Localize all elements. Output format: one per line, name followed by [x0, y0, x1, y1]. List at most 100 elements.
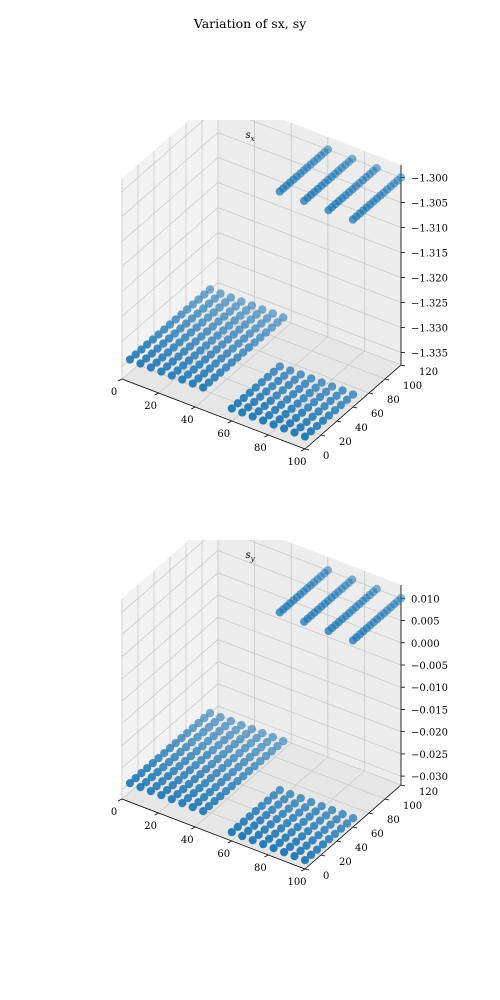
scatter-point	[219, 312, 229, 321]
scatter-point	[299, 196, 309, 206]
scatter-point	[239, 817, 249, 826]
z-tick-label: −0.005	[411, 661, 448, 672]
scatter-point	[276, 824, 286, 833]
scatter-point	[258, 839, 268, 849]
scatter-point	[239, 757, 249, 767]
scatter-point	[188, 300, 198, 309]
scatter-point	[214, 740, 223, 750]
x-tick-mark	[154, 812, 159, 816]
scatter-point	[188, 802, 197, 812]
scatter-point	[142, 763, 152, 773]
scatter-point	[260, 401, 269, 411]
scatter-point	[226, 716, 236, 726]
scatter-series	[125, 145, 406, 441]
scatter-point	[256, 756, 265, 766]
scatter-point	[159, 339, 168, 348]
scatter-point	[231, 725, 240, 735]
scatter-point	[252, 733, 261, 743]
scatter-point	[227, 827, 237, 837]
y-tick-label: 40	[355, 843, 368, 854]
scatter-point	[164, 334, 174, 343]
x-tick-mark	[117, 798, 123, 802]
scatter-point	[204, 299, 214, 308]
scatter-point	[270, 405, 280, 415]
scatter-point	[224, 321, 234, 330]
scatter-point	[264, 411, 274, 420]
scatter-point	[189, 788, 198, 798]
scatter-point	[318, 416, 328, 425]
y-tick-label: 60	[371, 409, 384, 420]
scatter-point	[257, 801, 267, 811]
y-tick-mark	[352, 826, 358, 829]
scatter-point	[200, 778, 210, 788]
scatter-point	[185, 765, 195, 775]
scatter-point	[209, 308, 219, 317]
scatter-point	[147, 772, 157, 782]
scatter-point	[199, 792, 209, 802]
scatter-point	[181, 742, 191, 752]
scatter-point	[179, 784, 188, 794]
scatter-point	[250, 821, 259, 830]
scatter-point	[188, 379, 197, 388]
y-tick-mark	[336, 420, 342, 423]
scatter-point	[282, 395, 292, 404]
x-tick-mark	[191, 826, 196, 830]
scatter-point	[235, 748, 244, 758]
scatter-point	[273, 741, 282, 751]
scatter-point	[227, 358, 237, 367]
scatter-point	[326, 820, 335, 829]
x-tick-label: 60	[217, 429, 230, 440]
scatter-point	[262, 810, 271, 820]
scatter-point	[180, 756, 190, 766]
scatter-point	[216, 368, 225, 377]
scatter-point	[212, 768, 221, 778]
scatter-point	[251, 747, 260, 757]
scatter-point	[225, 307, 235, 316]
scatter-point	[233, 353, 242, 362]
scatter-point	[297, 832, 307, 841]
scatter-point	[278, 313, 288, 322]
scatter-point	[201, 341, 211, 350]
y-tick-label: 40	[355, 423, 368, 434]
scatter-point	[250, 338, 259, 347]
x-tick-mark	[154, 392, 159, 396]
scatter-point	[245, 752, 255, 762]
scatter-point	[190, 774, 199, 784]
scatter-point	[153, 344, 162, 353]
scatter-point	[174, 775, 183, 785]
scatter-point	[238, 771, 248, 781]
scatter-point	[162, 362, 172, 371]
scatter-point	[162, 785, 172, 795]
scatter-point	[227, 781, 237, 791]
scatter-point	[256, 333, 265, 342]
y-tick-mark	[320, 434, 326, 437]
scatter-point	[267, 746, 277, 756]
scatter-point	[245, 329, 255, 338]
scatter-point	[137, 345, 146, 354]
scatter-point	[212, 345, 221, 354]
x-tick-label: 40	[181, 835, 194, 846]
scatter-point	[279, 847, 289, 857]
scatter-point	[175, 761, 184, 771]
scatter-point	[321, 387, 331, 396]
scatter-point	[270, 829, 280, 838]
scatter-point	[342, 819, 352, 828]
y-tick-mark	[352, 406, 358, 409]
scatter-point	[258, 416, 268, 425]
scatter-point	[240, 743, 250, 753]
scatter-point	[182, 728, 192, 738]
scatter-point	[275, 187, 285, 196]
x-tick-label: 0	[111, 387, 117, 398]
scatter-point	[214, 317, 223, 326]
scatter-point	[290, 851, 299, 861]
scatter-point	[293, 822, 302, 832]
scatter-point	[173, 789, 182, 799]
scatter-point	[236, 734, 245, 744]
scatter-point	[221, 786, 231, 796]
scatter-point	[199, 369, 209, 378]
scatter-point	[228, 344, 237, 353]
x-tick-label: 80	[254, 863, 267, 874]
scatter-point	[282, 818, 292, 828]
scatter-point	[260, 825, 269, 834]
z-tick-label: −1.325	[411, 299, 448, 310]
